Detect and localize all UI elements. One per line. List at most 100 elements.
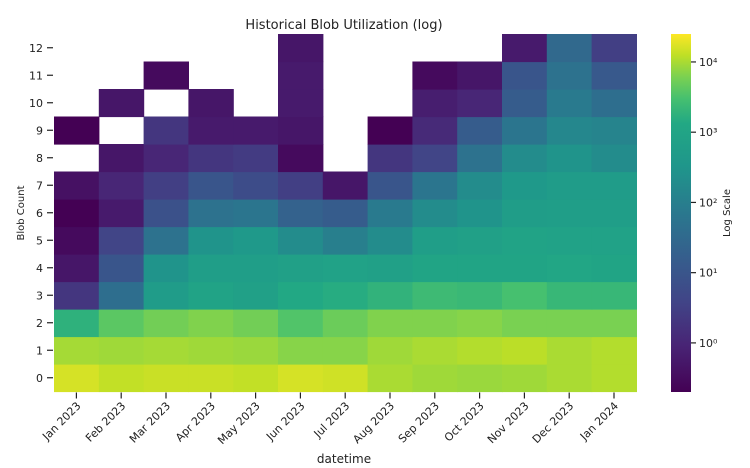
heatmap-cell	[188, 144, 234, 173]
heatmap-cell	[233, 336, 279, 365]
heatmap-cell	[143, 61, 189, 90]
heatmap-cell	[278, 61, 324, 90]
heatmap-cell	[457, 309, 503, 338]
heatmap-cell	[367, 171, 413, 200]
heatmap-cell	[188, 89, 234, 118]
heatmap-cell	[412, 226, 458, 255]
heatmap-cell	[278, 199, 324, 228]
y-tick-label: 8	[36, 152, 43, 165]
heatmap-cell	[278, 336, 324, 365]
x-tick-label: Jan 2024	[577, 399, 621, 443]
y-tick-label: 12	[29, 42, 43, 55]
heatmap-cell	[278, 34, 324, 63]
heatmap-cell	[591, 199, 637, 228]
heatmap-cell	[322, 364, 369, 393]
heatmap-cell	[412, 364, 458, 393]
heatmap-cell	[278, 309, 324, 338]
heatmap-cell	[367, 199, 413, 228]
heatmap-cell	[143, 199, 189, 228]
y-axis-label: Blob Count	[16, 185, 27, 240]
heatmap-cell	[143, 309, 189, 338]
heatmap-cell	[143, 226, 189, 255]
heatmap-cell	[502, 336, 548, 365]
heatmap-cell	[591, 309, 637, 338]
heatmap-cell	[322, 226, 369, 255]
heatmap-cell	[143, 336, 189, 365]
heatmap-cell	[502, 281, 548, 310]
heatmap-cell	[98, 281, 145, 310]
y-tick-label: 4	[36, 262, 43, 275]
heatmap-cell	[591, 171, 637, 200]
heatmap-cell	[591, 89, 637, 118]
heatmap-cell	[546, 61, 593, 90]
y-tick-label: 7	[36, 179, 43, 192]
heatmap-cell	[367, 281, 413, 310]
heatmap-cell	[367, 254, 413, 283]
heatmap-cell	[188, 281, 234, 310]
heatmap-cell	[143, 254, 189, 283]
heatmap-cell	[143, 364, 189, 393]
heatmap-cell	[278, 281, 324, 310]
heatmap-cell	[502, 199, 548, 228]
heatmap-cell	[322, 336, 369, 365]
y-tick-label: 11	[29, 69, 43, 82]
heatmap-cell	[546, 309, 593, 338]
heatmap-cell	[233, 309, 279, 338]
x-tick-label: Sep 2023	[396, 399, 442, 445]
chart-title: Historical Blob Utilization (log)	[245, 18, 442, 33]
heatmap-cell	[412, 254, 458, 283]
heatmap-cell	[412, 199, 458, 228]
heatmap-cell	[546, 144, 593, 173]
heatmap-cell	[143, 281, 189, 310]
heatmap-cell	[54, 254, 100, 283]
heatmap-cell	[412, 89, 458, 118]
heatmap-cell	[367, 336, 413, 365]
heatmap-cell	[502, 144, 548, 173]
heatmap-cell	[54, 309, 100, 338]
heatmap-cell	[457, 226, 503, 255]
colorbar-tick-label: 10⁰	[699, 337, 718, 350]
heatmap-cell	[98, 364, 145, 393]
heatmap-cell	[546, 226, 593, 255]
y-tick-label: 5	[36, 234, 43, 247]
heatmap-cell	[591, 116, 637, 145]
heatmap-cell	[457, 61, 503, 90]
heatmap-cell	[367, 364, 413, 393]
heatmap-cell	[98, 144, 145, 173]
y-tick-label: 6	[36, 207, 43, 220]
heatmap-cell	[591, 226, 637, 255]
heatmap-cell	[457, 199, 503, 228]
heatmap-cell	[188, 226, 234, 255]
heatmap-cell	[188, 254, 234, 283]
heatmap-cell	[591, 281, 637, 310]
heatmap-cell	[502, 61, 548, 90]
heatmap-cell	[98, 254, 145, 283]
colorbar-tick-label: 10²	[699, 196, 717, 209]
heatmap-cell	[98, 199, 145, 228]
heatmap-cell	[233, 226, 279, 255]
heatmap-cell	[278, 171, 324, 200]
colorbar-label: Log Scale	[722, 189, 733, 237]
colorbar-tick-label: 10¹	[699, 267, 717, 280]
y-tick-label: 0	[36, 372, 43, 385]
heatmap-cell	[502, 171, 548, 200]
heatmap-cell	[412, 336, 458, 365]
heatmap-cell	[322, 199, 369, 228]
colorbar-tick-label: 10⁴	[699, 56, 718, 69]
heatmap-cell	[278, 364, 324, 393]
heatmap-cell	[546, 336, 593, 365]
heatmap-cell	[188, 336, 234, 365]
heatmap-cell	[591, 364, 637, 393]
heatmap-cell	[98, 89, 145, 118]
heatmap-cell	[546, 34, 593, 63]
heatmap-cell	[278, 116, 324, 145]
heatmap-cell	[546, 116, 593, 145]
heatmap-cell	[233, 254, 279, 283]
heatmap-cell	[591, 61, 637, 90]
heatmap-cell	[233, 364, 279, 393]
heatmap-cell	[502, 89, 548, 118]
heatmap-cell	[143, 171, 189, 200]
